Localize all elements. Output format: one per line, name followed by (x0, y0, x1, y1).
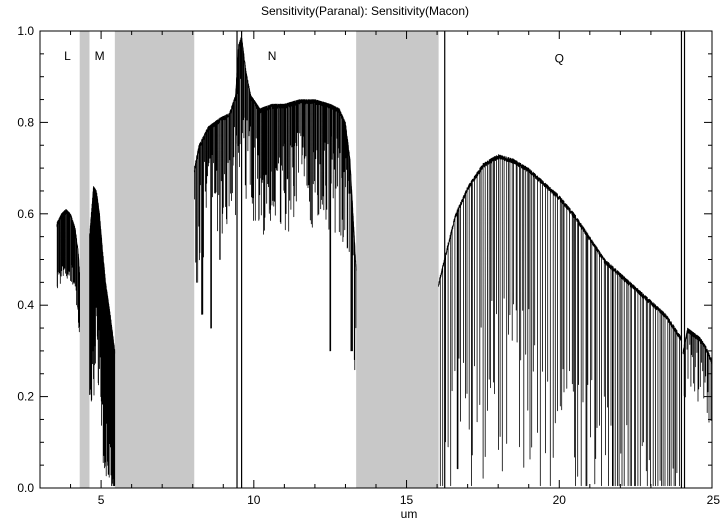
shaded-region-1 (79, 31, 90, 488)
chart-title: Sensitivity(Paranal): Sensitivity(Macon) (261, 4, 469, 18)
x-tick-label: 25 (707, 493, 721, 507)
x-tick-label: 10 (247, 493, 261, 507)
x-axis-ticks: 5 10 15 20 25 (39, 31, 721, 507)
x-tick-label: 20 (553, 493, 567, 507)
y-tick-label: 0.4 (17, 298, 34, 312)
y-tick-label: 0.8 (17, 115, 34, 129)
y-tick-label: 0.6 (17, 207, 34, 221)
x-tick-label: 5 (98, 493, 105, 507)
band-label-l: L (64, 49, 71, 63)
y-tick-label: 1.0 (17, 24, 34, 38)
band-label-m: M (95, 49, 105, 63)
band-label-n: N (268, 49, 277, 63)
series-segment-5 (682, 327, 713, 423)
data-series (56, 35, 713, 487)
shaded-regions (79, 31, 439, 488)
y-axis-ticks: 0.0 0.2 0.4 0.6 0.8 1.0 (17, 24, 712, 495)
series-segment-3 (193, 35, 357, 371)
band-label-q: Q (555, 51, 564, 65)
y-tick-label: 0.0 (17, 481, 34, 495)
series-segment-1 (56, 209, 80, 333)
shaded-region-2 (114, 31, 195, 488)
x-tick-label: 15 (400, 493, 414, 507)
shaded-region-3 (356, 31, 439, 488)
series-segment-2 (89, 186, 116, 487)
series-segment-4 (438, 154, 682, 487)
y-tick-label: 0.2 (17, 390, 34, 404)
x-axis-label: um (401, 507, 418, 521)
